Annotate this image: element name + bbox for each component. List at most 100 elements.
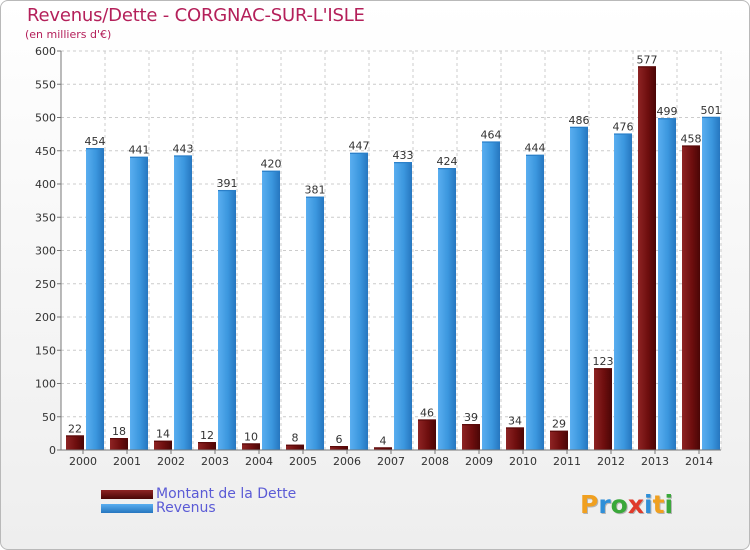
x-tick-label: 2008: [421, 455, 449, 468]
data-label-dette: 29: [552, 418, 566, 431]
data-label-revenus: 391: [217, 177, 238, 190]
logo-letter: o: [610, 490, 628, 519]
x-tick-label: 2003: [201, 455, 229, 468]
x-tick-label: 2002: [157, 455, 185, 468]
y-tick-label: 200: [35, 311, 56, 324]
logo-letter: i: [644, 490, 653, 519]
y-tick-label: 350: [35, 211, 56, 224]
chart-title: Revenus/Dette - CORGNAC-SUR-L'ISLE: [27, 5, 365, 26]
bar-dette: [550, 430, 568, 450]
bar-revenus: [130, 156, 148, 451]
data-label-revenus: 476: [613, 120, 634, 133]
legend-swatch-dette: [101, 489, 153, 499]
y-tick-label: 500: [35, 112, 56, 125]
bar-revenus: [86, 148, 104, 450]
data-label-revenus: 444: [525, 142, 546, 155]
y-tick-label: 300: [35, 245, 56, 258]
x-tick-label: 2001: [113, 455, 141, 468]
bar-dette-top: [330, 446, 348, 448]
bar-dette: [638, 66, 656, 451]
data-label-revenus: 501: [701, 104, 722, 117]
x-tick-label: 2005: [289, 455, 317, 468]
bar-dette-top: [638, 66, 656, 68]
data-label-dette: 577: [637, 53, 658, 66]
data-label-revenus: 499: [657, 105, 678, 118]
x-tick-label: 2000: [69, 455, 97, 468]
bar-dette: [286, 444, 304, 450]
bar-dette-top: [506, 427, 524, 429]
legend-label-revenus: Revenus: [156, 500, 216, 516]
bar-dette: [110, 438, 128, 450]
data-label-revenus: 424: [437, 155, 458, 168]
bar-dette: [330, 446, 348, 450]
y-tick-label: 50: [42, 411, 56, 424]
data-label-dette: 10: [244, 430, 258, 443]
x-tick-label: 2004: [245, 455, 273, 468]
x-tick-label: 2007: [377, 455, 405, 468]
data-label-dette: 12: [200, 429, 214, 442]
bar-revenus: [262, 170, 280, 450]
data-label-dette: 6: [336, 433, 343, 446]
logo-letter: t: [652, 490, 665, 519]
chart-subtitle: (en milliers d'€): [25, 28, 112, 41]
bar-revenus-top: [218, 189, 236, 192]
bar-revenus-top: [86, 148, 104, 150]
bar-dette-top: [594, 368, 612, 370]
bar-revenus: [658, 118, 676, 450]
bar-revenus: [570, 126, 588, 450]
data-label-dette: 34: [508, 414, 522, 427]
bar-revenus-top: [526, 154, 544, 156]
bar-revenus: [350, 152, 368, 450]
bar-dette-top: [682, 145, 700, 147]
data-label-dette: 14: [156, 428, 170, 441]
bar-revenus-top: [130, 156, 148, 158]
bar-dette: [682, 145, 700, 450]
bar-dette: [506, 427, 524, 450]
y-tick-label: 450: [35, 145, 56, 158]
data-label-dette: 39: [464, 411, 478, 424]
y-tick-label: 250: [35, 278, 56, 291]
bar-revenus: [438, 168, 456, 451]
bar-revenus: [526, 154, 544, 451]
x-tick-label: 2013: [641, 455, 669, 468]
bar-revenus-top: [614, 133, 632, 135]
legend-swatch-revenus: [101, 503, 153, 513]
bar-revenus-top: [306, 196, 324, 198]
data-label-revenus: 441: [129, 144, 150, 157]
x-tick-label: 2012: [597, 455, 625, 468]
bar-dette-top: [66, 435, 84, 437]
bar-dette-top: [242, 443, 260, 445]
data-label-revenus: 433: [393, 149, 414, 162]
bar-revenus-top: [394, 162, 412, 164]
bar-revenus: [614, 133, 632, 450]
y-tick-label: 600: [35, 45, 56, 58]
bar-revenus-top: [658, 118, 676, 120]
data-label-revenus: 381: [305, 184, 326, 197]
bar-dette-top: [550, 430, 568, 432]
bar-dette: [462, 424, 480, 450]
legend-item-dette: Montant de la Dette: [101, 487, 296, 501]
bar-dette-top: [418, 419, 436, 421]
bar-revenus: [306, 196, 324, 450]
y-tick-label: 0: [49, 444, 56, 457]
data-label-revenus: 464: [481, 128, 502, 141]
x-tick-label: 2010: [509, 455, 537, 468]
bar-dette-top: [198, 442, 216, 444]
logo-letter: r: [598, 490, 611, 519]
y-tick-label: 550: [35, 78, 56, 91]
bar-revenus-top: [702, 116, 720, 119]
bar-revenus-top: [482, 141, 500, 143]
data-label-dette: 18: [112, 425, 126, 438]
data-label-revenus: 454: [85, 135, 106, 148]
bar-revenus: [702, 116, 720, 451]
bar-revenus-top: [350, 152, 368, 154]
data-label-dette: 4: [380, 434, 387, 447]
bar-dette-top: [462, 424, 480, 426]
data-label-revenus: 447: [349, 140, 370, 153]
data-label-dette: 46: [420, 406, 434, 419]
y-tick-label: 150: [35, 344, 56, 357]
bar-dette-top: [110, 438, 128, 440]
bar-revenus-top: [570, 126, 588, 129]
data-label-revenus: 443: [173, 142, 194, 155]
